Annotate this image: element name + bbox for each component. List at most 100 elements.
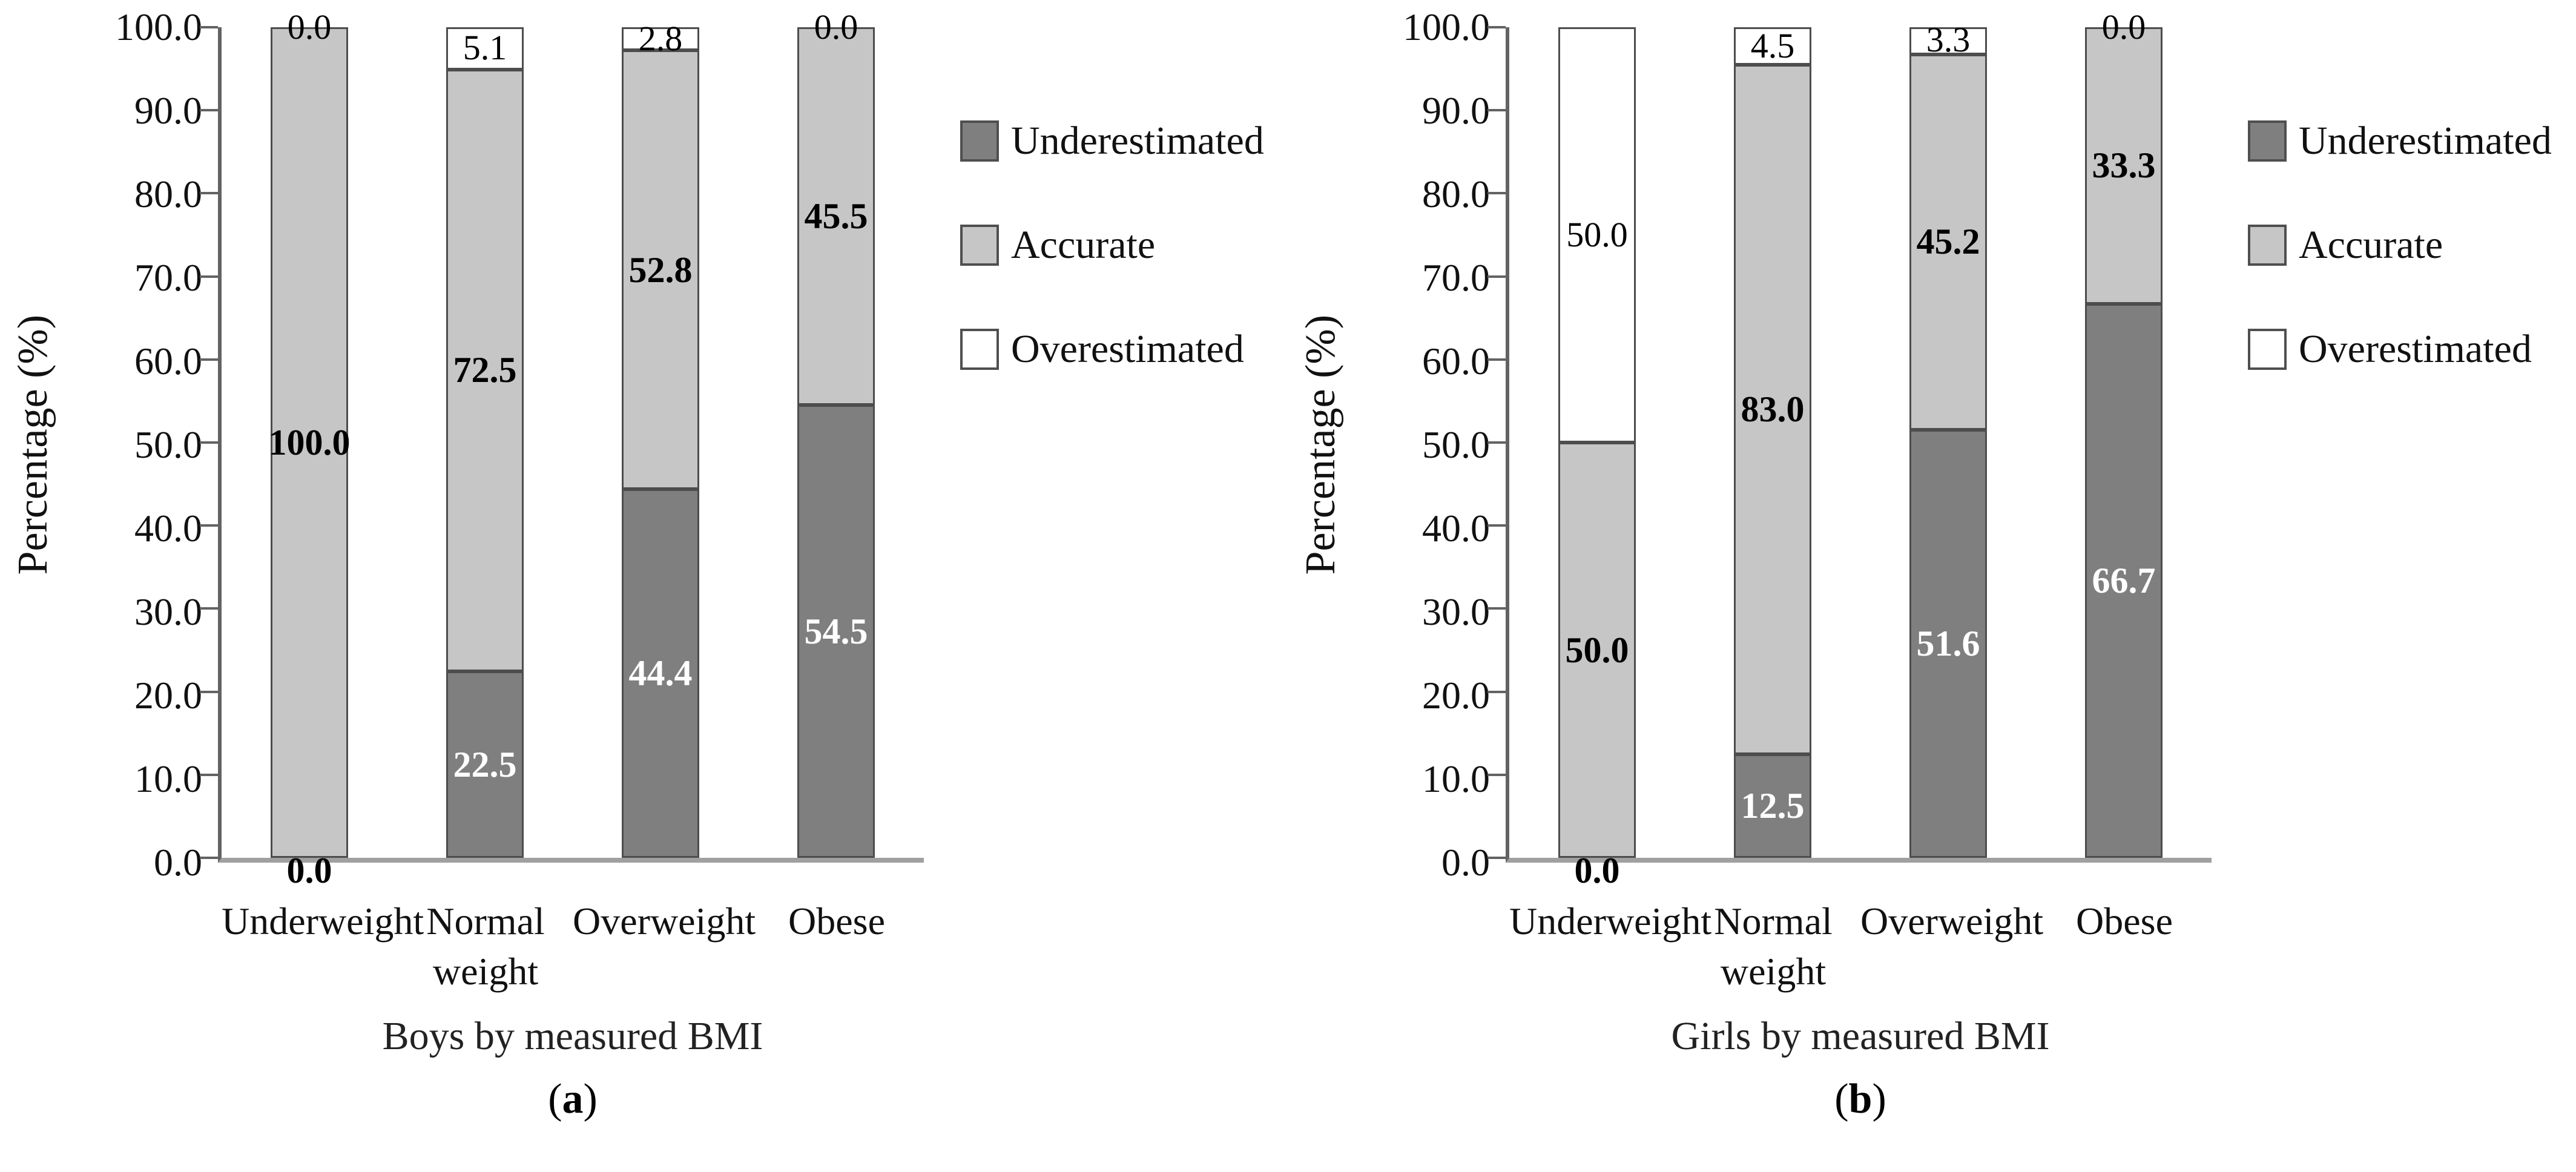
chart-b-ylabel-col: Percentage (%)	[1288, 27, 1354, 863]
category-label-obese: Obese	[788, 900, 885, 943]
bar-obese: 66.7 33.3 0.0	[2085, 10, 2163, 858]
value-label-overestimated: 4.5	[1750, 25, 1795, 65]
y-tick-mark	[1487, 192, 1506, 195]
value-label-underestimated: 44.4	[628, 653, 693, 694]
value-label-overestimated: 2.8	[638, 19, 683, 59]
bar-segment-underestimated	[622, 489, 699, 858]
y-tick-label: 100.0	[1403, 5, 1490, 48]
y-tick-mark	[1487, 109, 1506, 112]
y-tick-label: 90.0	[134, 89, 202, 132]
value-label-underestimated: 0.0	[1574, 851, 1620, 891]
bar-segment-accurate	[1909, 54, 1987, 430]
y-tick-mark	[200, 109, 218, 112]
value-label-accurate: 45.5	[804, 196, 868, 237]
y-axis-title: Percentage (%)	[1297, 315, 1344, 575]
y-tick-mark	[200, 26, 218, 28]
value-label-overestimated: 0.0	[287, 7, 332, 47]
bar-normal-weight: 12.5 83.0 4.5	[1734, 27, 1811, 858]
y-tick-label: 50.0	[1422, 423, 1490, 466]
caption-letter: b	[1848, 1076, 1873, 1123]
legend-label: Underestimated	[2299, 119, 2552, 163]
legend-label: Overestimated	[2299, 327, 2532, 371]
y-tick-label: 80.0	[134, 173, 202, 216]
y-tick-label: 30.0	[134, 590, 202, 633]
bar-segment-accurate	[1558, 443, 1636, 858]
value-label-underestimated: 22.5	[453, 744, 517, 785]
legend-swatch-underestimated	[960, 120, 999, 162]
legend-label: Overestimated	[1011, 327, 1244, 371]
x-axis-title: Girls by measured BMI	[1671, 1014, 2050, 1059]
bar-segment-accurate	[1734, 64, 1811, 754]
bar-segment-overestimated	[622, 27, 699, 51]
y-tick-label: 10.0	[1422, 757, 1490, 800]
chart-b-plot-row: Percentage (%) 0.0 10.0 20.0 30.0 40.0 50.0 60…	[1288, 5, 2575, 889]
bar-segment-overestimated	[1734, 27, 1811, 65]
value-label-overestimated: 50.0	[1566, 215, 1628, 254]
bar-segment-underestimated	[446, 671, 524, 858]
chart-b-legend-col: Underestimated Accurate Overestimated	[2212, 27, 2575, 863]
chart-panel-b: Percentage (%) 0.0 10.0 20.0 30.0 40.0 50.0 60…	[1288, 0, 2575, 1172]
bar-segment-accurate	[446, 69, 524, 671]
legend-label: Underestimated	[1011, 119, 1264, 163]
y-tick-label: 50.0	[134, 423, 202, 466]
bar-segment-underestimated	[2085, 303, 2163, 858]
y-tick-mark	[1487, 773, 1506, 776]
y-tick-mark	[1487, 857, 1506, 859]
y-tick-mark	[200, 524, 218, 527]
value-label-accurate: 45.2	[1916, 221, 1980, 262]
value-label-overestimated: 5.1	[463, 27, 507, 67]
legend-swatch-overestimated	[960, 329, 999, 370]
chart-b-yaxis-ticks: 0.0 10.0 20.0 30.0 40.0 50.0 60.0 70.0 80.0 90.0 1…	[1354, 5, 1506, 884]
y-tick-mark	[200, 607, 218, 610]
legend-item-accurate: Accurate	[960, 222, 1288, 268]
legend-swatch-underestimated	[2248, 120, 2287, 162]
y-tick-mark	[200, 358, 218, 361]
y-tick-label: 0.0	[1441, 841, 1490, 884]
y-tick-label: 100.0	[115, 5, 202, 48]
bar-segment-accurate	[271, 27, 348, 858]
bar-obese: 54.5 45.5 0.0	[797, 10, 875, 858]
y-tick-mark	[200, 441, 218, 444]
legend-label: Accurate	[1011, 223, 1156, 267]
y-tick-mark	[200, 192, 218, 195]
y-tick-label: 0.0	[154, 841, 202, 884]
chart-b-plot-area: 0.0 50.0 50.0 12.5 83.0 4.5 51.6 45.2 3.3 66.7 33.…	[1487, 10, 2212, 889]
value-label-accurate: 33.3	[2092, 145, 2156, 186]
bar-overweight: 51.6 45.2 3.3	[1909, 22, 1987, 858]
y-tick-mark	[1487, 607, 1506, 610]
caption-letter: a	[562, 1076, 584, 1123]
y-tick-label: 80.0	[1422, 173, 1490, 216]
bar-segment-accurate	[622, 50, 699, 489]
y-tick-mark	[200, 773, 218, 776]
bar-normal-weight: 22.5 72.5 5.1	[446, 27, 524, 858]
y-axis-title: Percentage (%)	[10, 315, 56, 575]
value-label-overestimated: 3.3	[1926, 20, 1971, 60]
legend-item-accurate: Accurate	[2248, 222, 2575, 268]
bar-segment-underestimated	[797, 405, 875, 858]
y-tick-label: 20.0	[1422, 674, 1490, 717]
value-label-accurate: 50.0	[1565, 630, 1629, 670]
y-tick-label: 90.0	[1422, 89, 1490, 132]
y-tick-mark	[1487, 690, 1506, 693]
value-label-underestimated: 54.5	[804, 611, 868, 652]
y-tick-label: 70.0	[1422, 256, 1490, 299]
panel-caption: (a)	[222, 1075, 924, 1124]
legend-item-overestimated: Overestimated	[960, 326, 1288, 372]
y-tick-label: 30.0	[1422, 590, 1490, 633]
y-tick-mark	[1487, 358, 1506, 361]
chart-a-legend-col: Underestimated Accurate Overestimated	[924, 27, 1288, 863]
y-tick-mark	[1487, 441, 1506, 444]
chart-panel-a: Percentage (%) 0.0 10.0 20.0 30.0 40.0 50.0 60…	[0, 5, 1288, 1124]
value-label-overestimated: 0.0	[2101, 7, 2146, 47]
chart-a-legend: Underestimated Accurate Overestimated	[960, 118, 1288, 372]
value-label-underestimated: 12.5	[1741, 786, 1805, 826]
caption-paren-open: (	[548, 1076, 562, 1123]
chart-a-plot-row: Percentage (%) 0.0 10.0 20.0 30.0 40.0 50.0 60…	[0, 5, 1288, 889]
y-tick-mark	[1487, 275, 1506, 278]
caption-paren-open: (	[1834, 1076, 1849, 1123]
caption-paren-close: )	[583, 1076, 598, 1123]
y-tick-label: 20.0	[134, 674, 202, 717]
category-label-normal-weight: Normal weight	[426, 900, 545, 993]
value-label-underestimated: 0.0	[286, 851, 332, 891]
